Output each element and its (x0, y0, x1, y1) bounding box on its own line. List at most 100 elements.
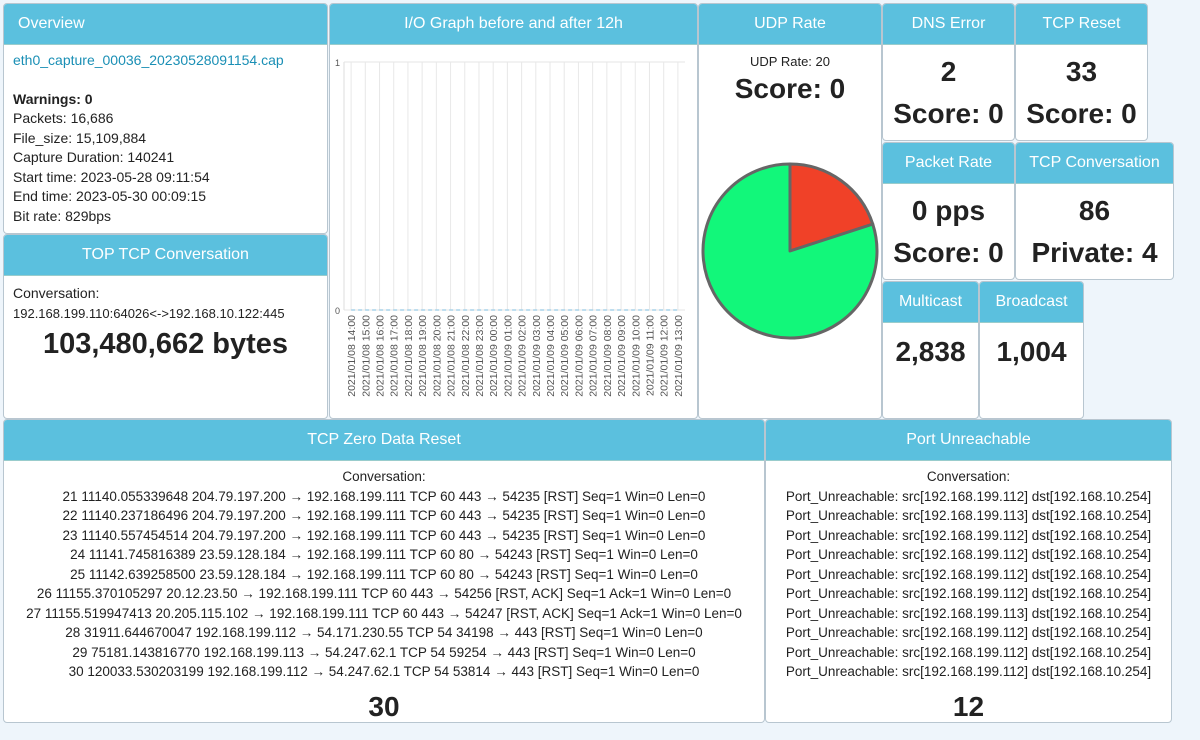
label: Conversation: (926, 469, 1011, 484)
panel-title: Overview (4, 4, 327, 45)
text-line: Start time: 2023-05-28 09:11:54 (13, 168, 210, 185)
label: Conversation: (13, 285, 100, 301)
text-line: 24 11141.745816389 23.59.128.184 → 192.1… (70, 547, 698, 562)
text-line: Port_Unreachable: src[192.168.199.113] d… (785, 508, 1152, 523)
x-tick-label: 2021/01/09 10:00 (630, 315, 642, 397)
text-line: Port_Unreachable: src[192.168.199.112] d… (785, 664, 1152, 679)
metric-value: 2 (940, 56, 957, 87)
x-tick-label: 2021/01/09 04:00 (545, 315, 557, 397)
panel-title: TOP TCP Conversation (4, 235, 327, 276)
metric-value: 2,838 (895, 336, 966, 367)
panel-title: TCP Zero Data Reset (4, 420, 764, 461)
panel-title: DNS Error (883, 4, 1014, 45)
warnings: Warnings: 0 (13, 90, 93, 107)
metric-panel: DNS Error 2 Score: 0 (882, 3, 1015, 141)
x-tick-label: 2021/01/08 22:00 (460, 315, 472, 397)
score: Score: 0 (734, 72, 846, 104)
x-tick-label: 2021/01/09 06:00 (573, 315, 585, 397)
metric-panel: Broadcast 1,004 (979, 281, 1084, 419)
metric-value: 33 (1065, 56, 1098, 87)
metric-score: Score: 0 (893, 98, 1004, 129)
text-line: Port_Unreachable: src[192.168.199.112] d… (785, 566, 1152, 582)
text-line: Packets: 16,686 (13, 110, 114, 126)
panel-title: Packet Rate (883, 143, 1014, 184)
text-line: 25 11142.639258500 23.59.128.184 → 192.1… (70, 566, 698, 582)
x-tick-label: 2021/01/09 03:00 (531, 315, 543, 397)
metric-value: 0 pps (911, 195, 986, 226)
x-tick-label: 2021/01/09 11:00 (644, 315, 656, 396)
zero-reset-panel: TCP Zero Data Reset Conversation: 21 111… (3, 419, 765, 723)
text-line: 29 75181.143816770 192.168.199.113 → 54.… (72, 644, 696, 660)
bytes: 103,480,662 bytes (42, 328, 289, 360)
x-tick-label: 2021/01/09 05:00 (559, 315, 571, 397)
text-line: Port_Unreachable: src[192.168.199.112] d… (785, 644, 1152, 660)
text-line: Port_Unreachable: src[192.168.199.112] d… (785, 625, 1152, 640)
x-tick-label: 2021/01/09 12:00 (659, 315, 671, 397)
panel-title: Broadcast (980, 282, 1083, 323)
port-unreachable-panel: Port Unreachable Conversation: Port_Unre… (765, 419, 1172, 723)
top-tcp-panel: TOP TCP Conversation Conversation: 192.1… (3, 234, 328, 419)
text-line: End time: 2023-05-30 00:09:15 (13, 188, 207, 204)
overview-panel: Overview eth0_capture_00036_202305280911… (3, 3, 328, 234)
x-tick-label: 2021/01/08 19:00 (417, 315, 429, 397)
conversation: 192.168.199.110:64026<->192.168.10.122:4… (13, 305, 285, 321)
text-line: Port_Unreachable: src[192.168.199.112] d… (785, 527, 1152, 543)
count: 12 (952, 690, 985, 722)
io-graph-panel: I/O Graph before and after 12h 0 1 2021/01… (329, 3, 698, 419)
metric-score: Score: 0 (893, 237, 1004, 268)
metric-panel: Multicast 2,838 (882, 281, 979, 419)
y-tick-label: 0 (335, 306, 340, 316)
x-tick-label: 2021/01/09 01:00 (502, 315, 514, 397)
panel-title: Port Unreachable (766, 420, 1171, 461)
x-tick-label: 2021/01/08 21:00 (446, 315, 458, 397)
text-line: 27 11155.519947413 20.205.115.102 → 192.… (26, 605, 742, 621)
text-line: 23 11140.557454514 204.79.197.200 → 192.… (62, 527, 706, 543)
x-tick-label: 2021/01/08 15:00 (360, 315, 372, 397)
udp-rate: UDP Rate: 20 (750, 54, 830, 69)
text-line: Port_Unreachable: src[192.168.199.112] d… (785, 586, 1152, 601)
metric-panel: Packet Rate 0 pps Score: 0 (882, 142, 1015, 280)
label: Conversation: (342, 469, 426, 484)
metric-panel: TCP Conversation 86 Private: 4 (1015, 142, 1174, 280)
x-tick-label: 2021/01/09 13:00 (673, 315, 685, 397)
x-tick-label: 2021/01/09 00:00 (488, 315, 500, 397)
x-tick-label: 2021/01/09 09:00 (616, 315, 628, 397)
panel-title: Multicast (883, 282, 978, 323)
text-line: Capture Duration: 140241 (13, 149, 175, 165)
metric-value: 86 (1078, 195, 1111, 226)
text-line: Bit rate: 829bps (13, 207, 112, 224)
x-tick-label: 2021/01/09 07:00 (588, 315, 600, 397)
y-tick-label: 1 (335, 58, 340, 68)
count: 30 (368, 690, 400, 722)
pie-slice (788, 162, 875, 253)
pie-slice (701, 162, 879, 340)
text-line: 21 11140.055339648 204.79.197.200 → 192.… (62, 488, 706, 504)
panel-title: I/O Graph before and after 12h (330, 4, 697, 45)
panel-title: UDP Rate (699, 4, 881, 45)
panel-title: TCP Conversation (1016, 143, 1173, 184)
udp-panel: UDP Rate UDP Rate: 20 Score: 0 (698, 3, 882, 419)
metric-value: 1,004 (996, 336, 1067, 367)
metric-panel: TCP Reset 33 Score: 0 (1015, 3, 1148, 141)
x-tick-label: 2021/01/09 08:00 (602, 315, 614, 397)
text-line: Port_Unreachable: src[192.168.199.112] d… (785, 547, 1152, 562)
x-tick-label: 2021/01/09 02:00 (517, 315, 529, 397)
file-link[interactable]: eth0_capture_00036_20230528091154.cap (13, 52, 284, 68)
text-line: 28 31911.644670047 192.168.199.112 → 54.… (65, 625, 703, 640)
x-tick-label: 2021/01/08 23:00 (474, 315, 486, 397)
metric-score: Private: 4 (1031, 237, 1158, 268)
metric-score: Score: 0 (1026, 98, 1137, 129)
text-line: Port_Unreachable: src[192.168.199.112] d… (785, 488, 1152, 504)
x-tick-label: 2021/01/08 14:00 (346, 315, 358, 397)
text-line: File_size: 15,109,884 (13, 129, 147, 146)
text-line: 30 120033.530203199 192.168.199.112 → 54… (68, 664, 700, 679)
x-tick-label: 2021/01/08 16:00 (375, 315, 387, 397)
text-line: Port_Unreachable: src[192.168.199.113] d… (785, 605, 1152, 621)
x-tick-label: 2021/01/08 20:00 (431, 315, 443, 397)
x-tick-label: 2021/01/08 17:00 (389, 315, 401, 397)
udp-pie (701, 162, 879, 340)
text-line: 26 11155.370105297 20.12.23.50 → 192.168… (36, 586, 732, 601)
x-tick-label: 2021/01/08 18:00 (403, 315, 415, 397)
